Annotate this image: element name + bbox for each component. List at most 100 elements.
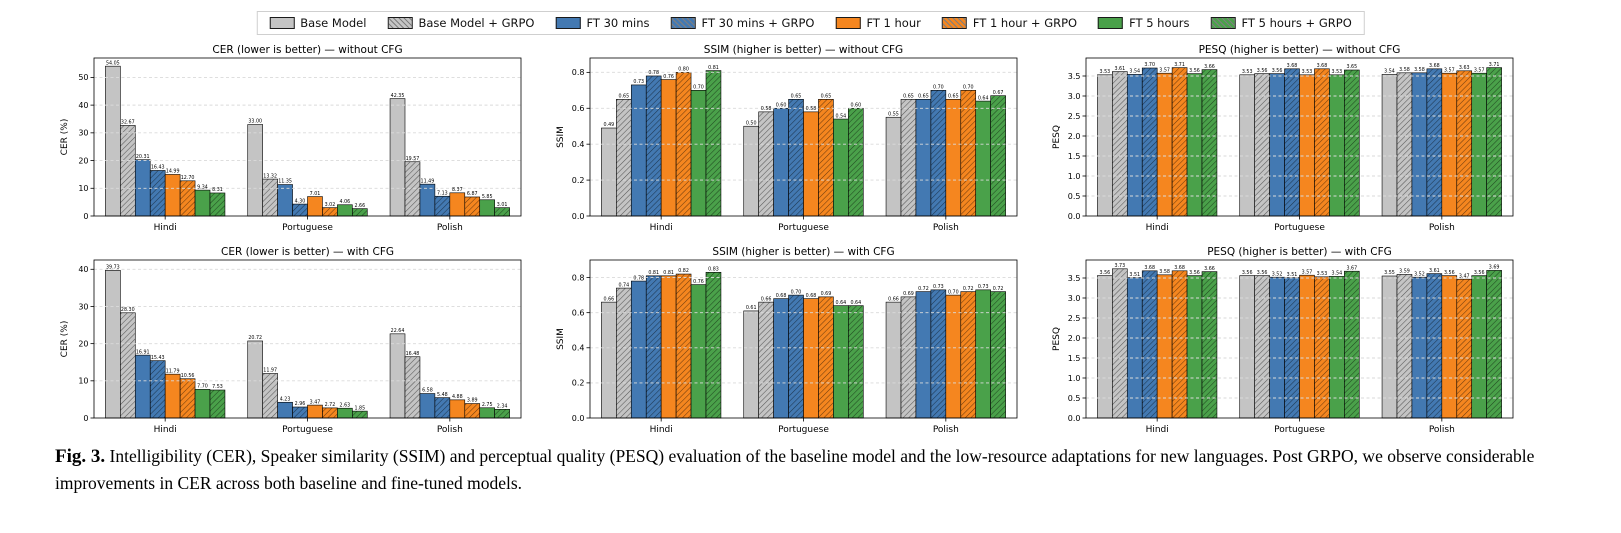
bar-ft-30-mins-hindi — [134, 159, 151, 217]
y-tick-label: 0 — [83, 212, 88, 221]
bar-value-label: 3.58 — [1159, 269, 1170, 275]
legend-swatch-ft-30-mins — [555, 17, 581, 29]
bar-ft-1-hour-polish — [1441, 275, 1458, 419]
bar-base-model-grpo-hindi — [1112, 71, 1128, 217]
bar-value-label: 3.54 — [1129, 69, 1140, 75]
bar-base-model-polish — [1381, 275, 1398, 419]
bar-ft-1-hour-grpo-polish — [464, 403, 481, 419]
bar-value-label: 0.64 — [836, 300, 847, 306]
x-tick-label-portuguese: Portuguese — [282, 425, 333, 435]
bar-base-model-grpo-hindi — [616, 98, 632, 217]
y-tick-label: 2.0 — [1068, 334, 1081, 343]
bar-value-label: 3.47 — [310, 399, 321, 405]
x-tick-label-hindi: Hindi — [1146, 425, 1169, 435]
bar-ft-1-hour-portuguese — [307, 404, 323, 419]
chart-title: SSIM (higher is better) — without CFG — [704, 44, 903, 56]
y-tick-label: 1.0 — [1068, 172, 1081, 181]
bar-value-label: 3.58 — [1414, 67, 1425, 73]
legend-label: FT 5 hours — [1129, 16, 1190, 30]
bar-ft-1-hour-grpo-polish — [1456, 278, 1473, 419]
legend-label: FT 1 hour — [866, 16, 921, 30]
bar-value-label: 4.06 — [340, 199, 351, 205]
bar-value-label: 0.58 — [806, 106, 817, 112]
x-tick-label-portuguese: Portuguese — [1274, 425, 1325, 435]
y-tick-label: 0.0 — [1068, 212, 1081, 221]
bar-base-model-grpo-polish — [900, 296, 917, 419]
bar-ft-5-hours-grpo-hindi — [1201, 271, 1218, 419]
y-tick-label: 1.5 — [1068, 354, 1081, 363]
legend-swatch-ft-1-hour-grpo — [941, 17, 967, 29]
bar-ft-30-mins-portuguese — [277, 401, 293, 419]
x-tick-label-polish: Polish — [933, 223, 959, 233]
bar-ft-30-mins-polish — [915, 291, 932, 419]
bar-value-label: 0.67 — [993, 90, 1004, 96]
bar-value-label: 3.66 — [1204, 266, 1215, 272]
y-tick-label: 10 — [78, 184, 88, 193]
bar-ft-5-hours-hindi — [1186, 275, 1203, 419]
bar-base-model-grpo-polish — [1396, 72, 1413, 217]
bar-value-label: 0.66 — [604, 296, 615, 302]
bar-base-model-polish — [389, 333, 406, 419]
bar-value-label: 32.67 — [121, 120, 135, 126]
bar-ft-30-mins-grpo-polish — [1426, 273, 1443, 419]
charts-grid: CER (lower is better) — without CFG CER (… — [58, 44, 1518, 438]
chart-canvas-cer-lower-is-better-with-cfg: CER (lower is better) — with CFG CER (%) 0… — [60, 246, 522, 435]
bar-value-label: 0.72 — [993, 286, 1004, 292]
y-tick-label: 20 — [78, 156, 88, 165]
bar-value-label: 0.70 — [963, 85, 974, 91]
chart-canvas-pesq-higher-is-better-without-cfg: PESQ (higher is better) — without CFG PES… — [1052, 44, 1514, 233]
bar-ft-30-mins-portuguese — [773, 107, 789, 217]
bar-value-label: 3.68 — [1287, 63, 1298, 69]
bar-base-model-hindi — [601, 127, 617, 217]
chart-cer-lower-is-better-without-cfg: CER (lower is better) — without CFG CER (… — [58, 44, 526, 236]
x-tick-label-portuguese: Portuguese — [778, 223, 829, 233]
bar-base-model-grpo-portuguese — [758, 301, 774, 419]
y-tick-label: 3.0 — [1068, 92, 1081, 101]
bar-value-label: 3.68 — [1144, 265, 1155, 271]
bar-value-label: 3.53 — [1302, 69, 1313, 75]
x-tick-label-portuguese: Portuguese — [282, 223, 333, 233]
bar-value-label: 0.68 — [806, 293, 817, 299]
bar-value-label: 2.66 — [354, 203, 365, 209]
bar-value-label: 15.43 — [151, 355, 165, 361]
bar-ft-30-mins-hindi — [134, 354, 151, 419]
bar-value-label: 3.89 — [467, 398, 478, 404]
bar-value-label: 6.87 — [467, 191, 478, 197]
bar-ft-1-hour-grpo-hindi — [179, 378, 196, 419]
bar-base-model-hindi — [105, 269, 121, 419]
bar-value-label: 42.35 — [391, 93, 405, 99]
bar-ft-30-mins-grpo-polish — [434, 195, 451, 217]
bar-ft-30-mins-grpo-polish — [434, 397, 451, 419]
chart-ssim-higher-is-better-without-cfg: SSIM (higher is better) — without CFG SSI… — [554, 44, 1022, 236]
bar-value-label: 0.70 — [933, 85, 944, 91]
bar-value-label: 0.65 — [821, 94, 832, 100]
bar-ft-30-mins-portuguese — [1269, 73, 1285, 217]
y-axis-label: CER (%) — [60, 119, 70, 156]
bar-value-label: 3.56 — [1474, 270, 1485, 276]
y-axis-label: PESQ — [1052, 125, 1062, 149]
bar-value-label: 0.50 — [746, 120, 757, 126]
bar-ft-30-mins-grpo-portuguese — [292, 406, 308, 419]
bar-value-label: 0.65 — [618, 94, 629, 100]
bar-base-model-grpo-portuguese — [758, 111, 774, 217]
bar-ft-1-hour-hindi — [660, 275, 677, 419]
y-tick-label: 50 — [78, 73, 88, 82]
bar-base-model-hindi — [601, 301, 617, 419]
y-tick-label: 10 — [78, 377, 88, 386]
y-tick-label: 30 — [78, 129, 88, 138]
bar-value-label: 0.74 — [618, 282, 629, 288]
bar-value-label: 3.61 — [1114, 66, 1125, 72]
bar-ft-30-mins-hindi — [630, 280, 647, 419]
bar-value-label: 2.72 — [325, 402, 336, 408]
bar-ft-5-hours-portuguese — [1329, 74, 1345, 217]
bar-ft-5-hours-hindi — [1186, 73, 1203, 217]
bar-value-label: 3.70 — [1144, 62, 1155, 68]
bar-value-label: 2.63 — [340, 402, 351, 408]
bar-value-label: 13.32 — [263, 173, 277, 179]
bar-base-model-portuguese — [743, 310, 759, 419]
bar-base-model-polish — [885, 301, 902, 419]
bar-value-label: 20.31 — [136, 154, 150, 160]
bar-ft-30-mins-grpo-hindi — [149, 170, 166, 217]
bar-ft-1-hour-grpo-polish — [1456, 70, 1473, 217]
y-tick-label: 3.5 — [1068, 72, 1081, 81]
